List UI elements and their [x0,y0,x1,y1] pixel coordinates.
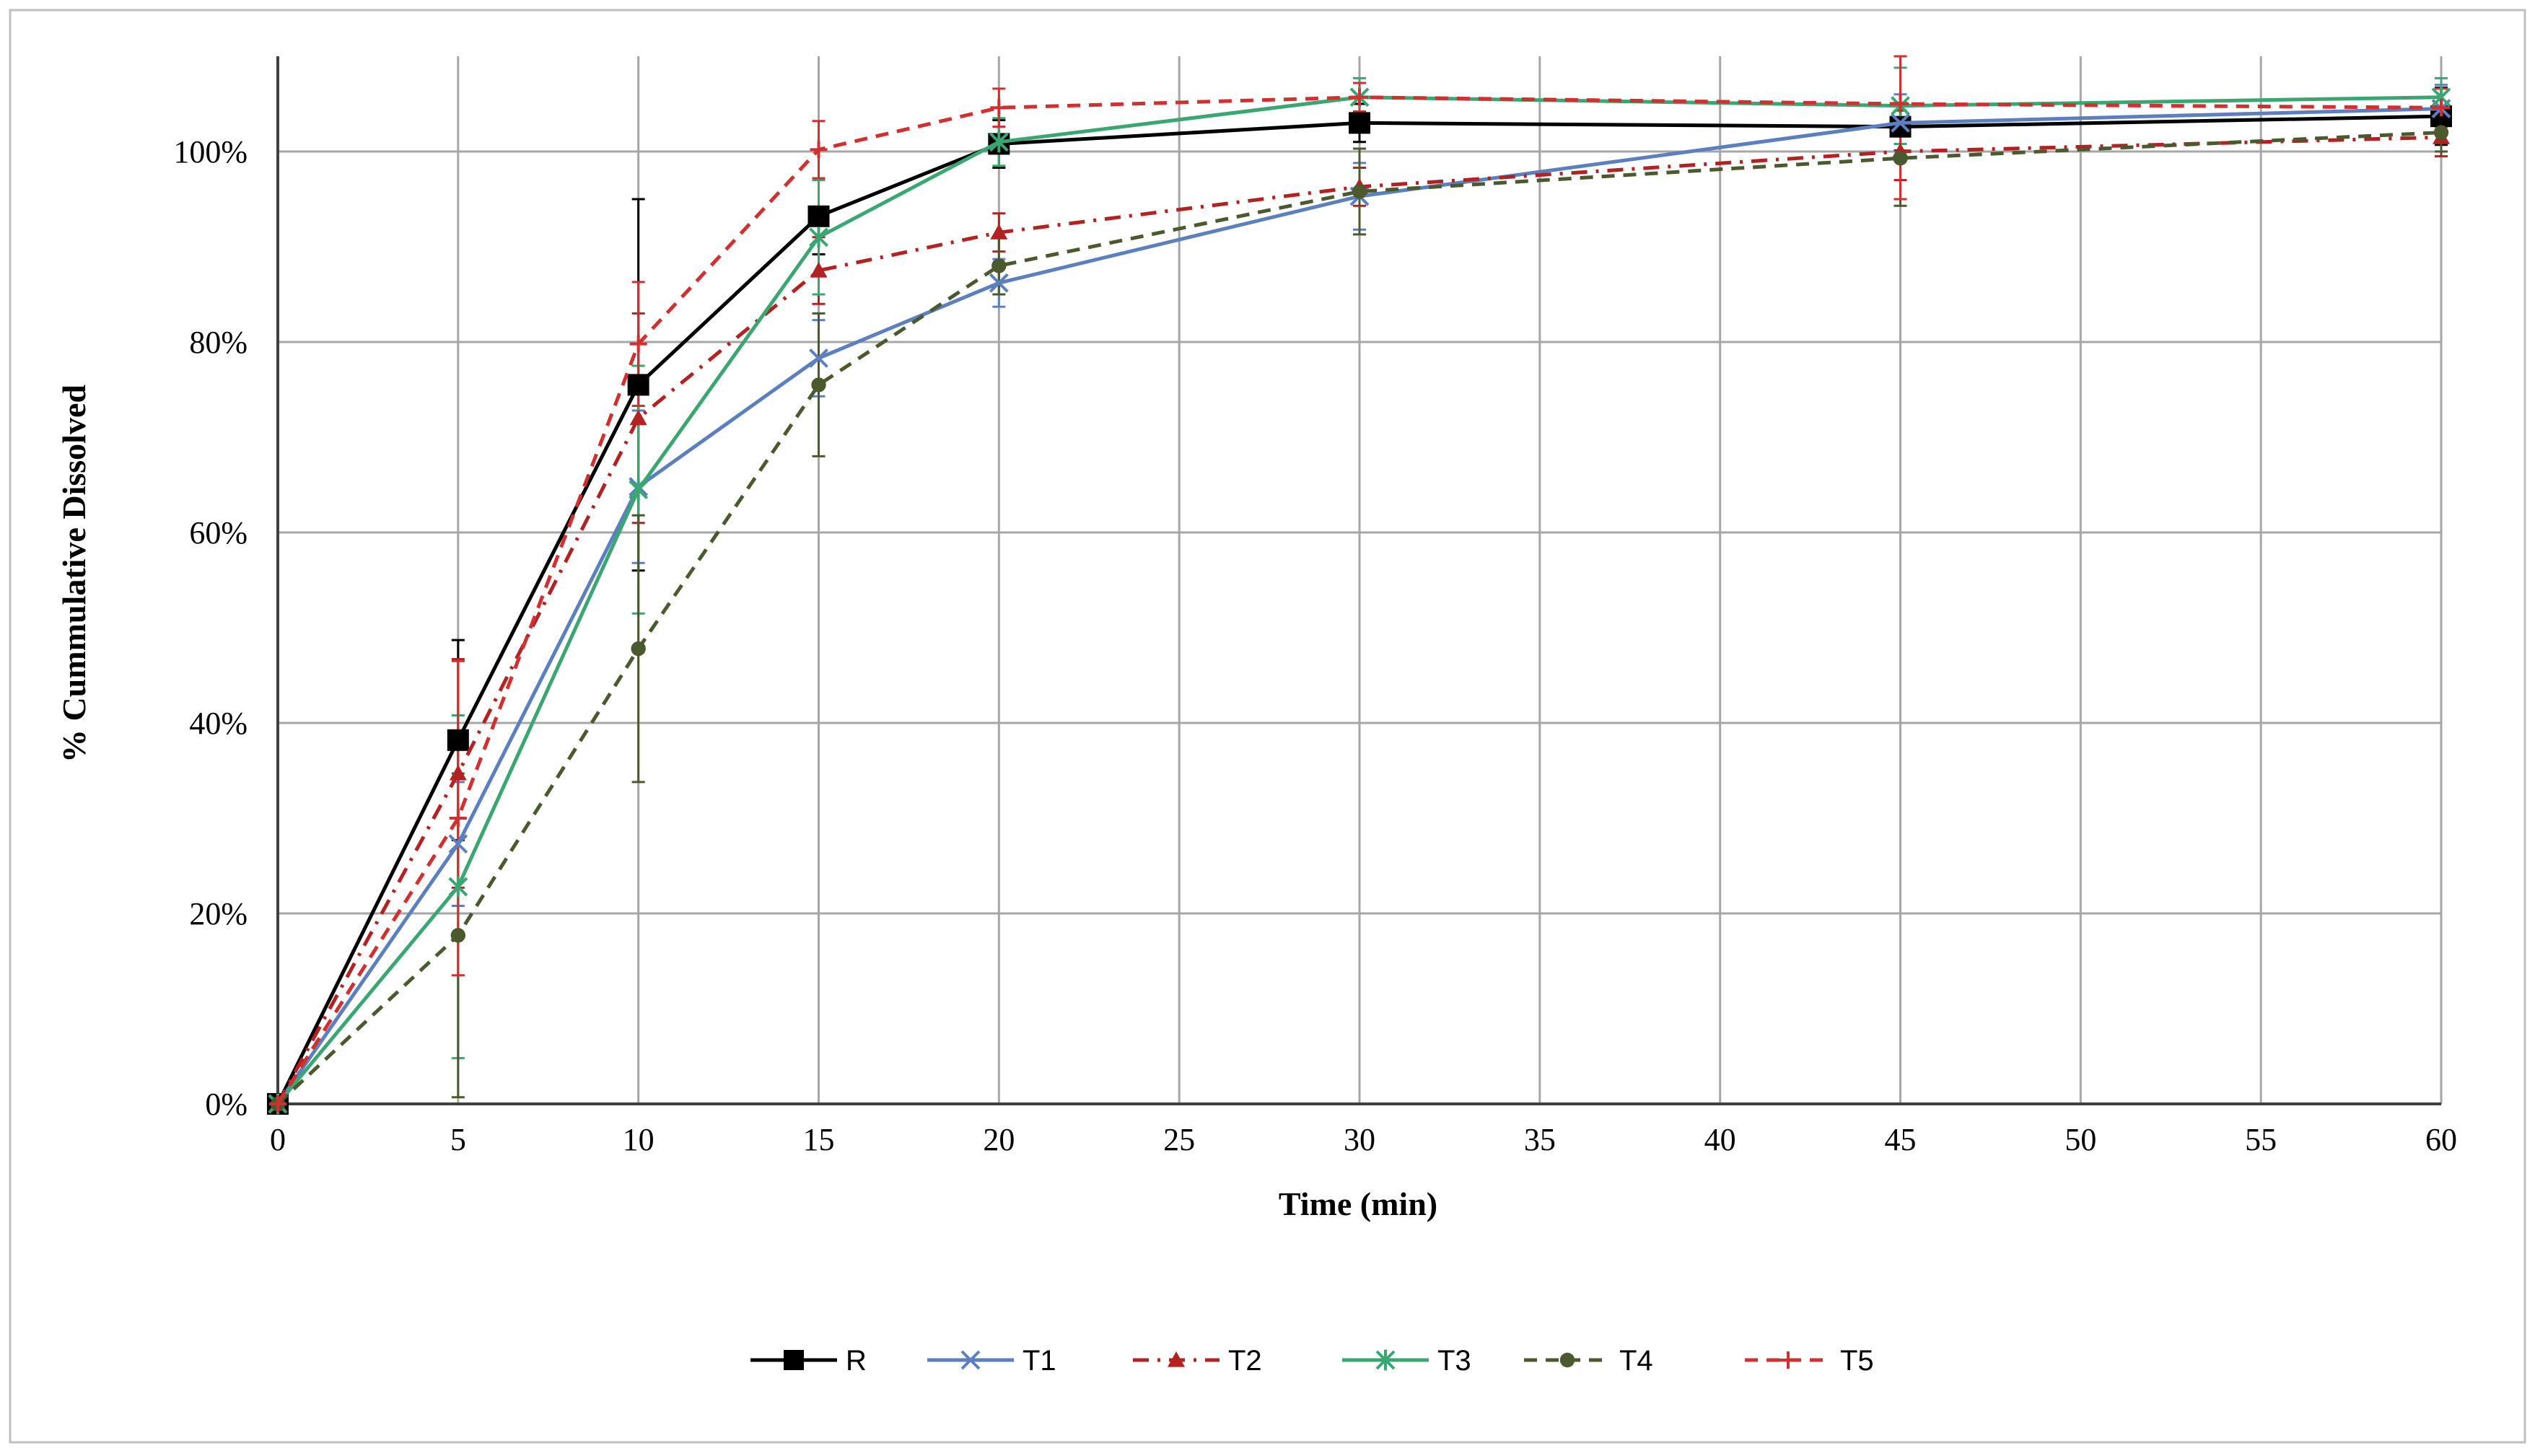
data-point-t5 [629,335,647,353]
x-tick-label: 55 [2245,1122,2277,1157]
y-tick-label: 40% [189,706,248,741]
legend-item-t1: T1 [927,1345,1056,1377]
series-t5 [269,88,2450,1113]
legend-label-t1: T1 [1023,1345,1056,1377]
data-point-t2 [629,409,647,426]
chart-border [9,9,2526,1444]
x-tick-label: 60 [2425,1122,2457,1157]
data-point-t5 [1351,88,1368,106]
data-point-t4 [1352,184,1367,199]
data-point-t3 [989,131,1009,153]
legend-item-t3: T3 [1342,1345,1471,1377]
legend-item-t2: T2 [1133,1345,1262,1377]
x-axis-title: Time (min) [1279,1185,1437,1222]
series-t4 [270,125,2449,1112]
data-point-t3 [809,227,828,248]
legend-label-t4: T4 [1619,1345,1653,1377]
data-point-t2 [449,764,467,781]
y-tick-label: 80% [189,325,248,360]
legend-marker-t3 [1375,1349,1396,1371]
series-line-t5 [276,95,2442,1105]
data-point-t4 [2433,125,2449,140]
y-tick-label: 20% [189,896,248,931]
series-group [267,55,2452,1115]
y-tick-label: 60% [189,515,248,551]
data-point-t4 [631,641,646,657]
data-point-r [627,374,649,396]
data-point-t4 [991,258,1007,273]
data-point-t3 [448,876,468,898]
x-tick-label: 0 [270,1122,286,1157]
axes [276,56,2441,1105]
x-tick-label: 15 [803,1122,835,1157]
data-point-r [447,729,469,751]
data-point-t4 [811,377,826,392]
series-line-t2 [276,135,2442,1105]
x-tick-label: 40 [1704,1122,1736,1157]
legend-item-t5: T5 [1745,1345,1874,1377]
x-tick-label: 50 [2065,1122,2096,1157]
legend-label-t3: T3 [1437,1345,1471,1377]
legend-marker-t4 [1559,1352,1575,1368]
legend-item-t4: T4 [1524,1345,1653,1377]
legend-label-r: R [846,1345,867,1377]
legend-marker-r [784,1350,804,1370]
legend-marker-t5 [1779,1351,1797,1369]
x-tick-label: 45 [1885,1122,1917,1157]
y-tick-label: 100% [173,134,248,170]
data-point-t5 [810,141,828,159]
data-point-t5 [2433,99,2450,117]
series-line-t4 [276,131,2442,1105]
legend-marker-t2 [1168,1351,1185,1367]
x-tick-label: 20 [983,1122,1015,1157]
y-axis-title: % Cummulative Dissolved [56,385,92,763]
x-tick-label: 35 [1524,1122,1556,1157]
legend-marker-t1 [960,1350,981,1370]
data-point-t2 [990,224,1008,240]
data-point-t1 [809,348,828,368]
x-tick-label: 5 [450,1122,466,1157]
series-line-r [276,114,2442,1105]
data-point-t1 [989,273,1009,293]
tick-labels: 0 5 10 15 20 25 30 35 40 45 50 55 60 0% 20% 40% 60% 80% 10… [173,134,2457,1157]
x-tick-label: 30 [1344,1122,1375,1157]
data-point-r [1349,112,1370,134]
y-tick-label: 0% [205,1087,248,1122]
data-point-t4 [1893,151,1908,166]
series-line-t1 [276,107,2442,1105]
data-point-t1 [1891,113,1910,133]
legend-label-t2: T2 [1228,1345,1262,1377]
data-point-t3 [629,479,649,500]
data-point-t5 [449,810,467,827]
data-point-t5 [990,99,1008,117]
data-point-t1 [448,834,468,854]
data-point-r [807,205,830,227]
data-point-r [1889,115,1912,138]
data-point-t4 [450,928,466,943]
x-tick-label: 25 [1163,1122,1195,1157]
legend: R T1 T2 T3 T4 T5 [750,1345,1874,1377]
x-tick-label: 10 [623,1122,654,1157]
legend-label-t5: T5 [1840,1345,1874,1377]
data-point-t5 [1891,95,1909,113]
data-point-t5 [269,1095,286,1113]
data-point-t2 [810,262,828,278]
legend-item-r: R [750,1345,867,1377]
